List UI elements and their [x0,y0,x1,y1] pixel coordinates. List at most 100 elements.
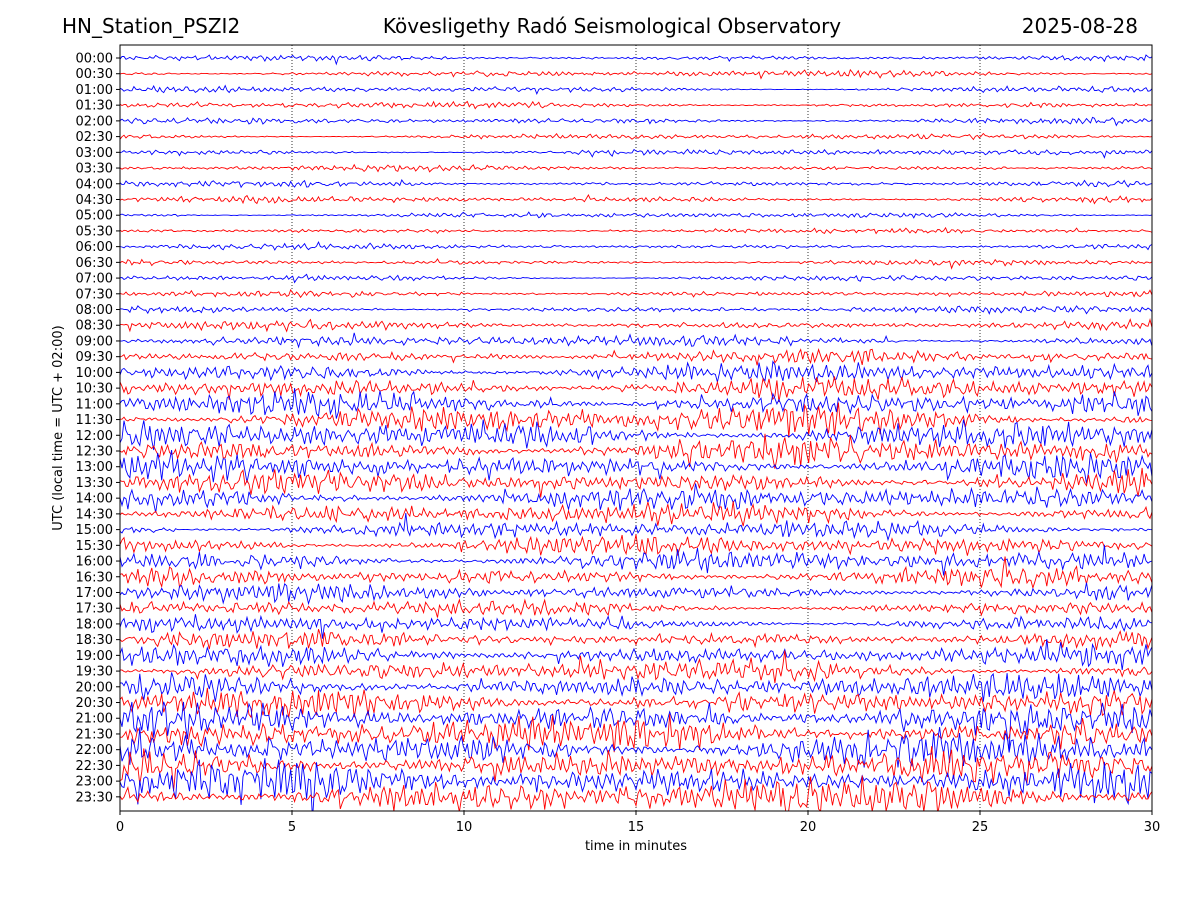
row-label: 01:30 [76,99,113,114]
row-label: 20:00 [76,680,113,695]
row-label: 12:00 [76,429,113,444]
row-label: 22:00 [76,743,113,758]
row-label: 09:30 [76,350,113,365]
y-axis: 00:0000:3001:0001:3002:0002:3003:0003:30… [76,52,120,805]
trace-1830 [120,629,1152,650]
trace-0200 [120,116,1152,127]
row-label: 06:30 [76,256,113,271]
trace-1000 [120,360,1152,383]
row-label: 21:30 [76,727,113,742]
row-label: 02:30 [76,130,113,145]
row-label: 12:30 [76,445,113,460]
trace-1200 [120,419,1152,451]
trace-0430 [120,194,1152,205]
trace-0700 [120,273,1152,284]
row-label: 10:00 [76,366,113,381]
row-label: 03:00 [76,146,113,161]
trace-0630 [120,258,1152,270]
row-label: 04:00 [76,177,113,192]
row-label: 15:30 [76,539,113,554]
row-label: 13:30 [76,476,113,491]
row-label: 07:30 [76,287,113,302]
trace-2130 [120,713,1152,753]
x-tick-label: 5 [288,820,296,835]
trace-0930 [120,348,1152,366]
y-axis-label: UTC (local time = UTC + 02:00) [51,325,66,530]
trace-0030 [120,68,1152,80]
x-tick-label: 0 [116,820,124,835]
row-label: 02:00 [76,114,113,129]
row-label: 17:30 [76,602,113,617]
row-label: 19:30 [76,665,113,680]
gridlines [291,45,981,811]
trace-0130 [120,100,1152,110]
row-label: 14:00 [76,492,113,507]
trace-1500 [120,512,1152,542]
row-label: 14:30 [76,507,113,522]
row-label: 18:30 [76,633,113,648]
row-label: 23:30 [76,790,113,805]
row-label: 08:00 [76,303,113,318]
trace-2200 [120,726,1152,768]
row-label: 01:00 [76,83,113,98]
row-label: 21:00 [76,712,113,727]
row-label: 15:00 [76,523,113,538]
row-label: 10:30 [76,382,113,397]
row-label: 19:00 [76,649,113,664]
trace-1400 [120,483,1152,513]
trace-0830 [120,318,1152,333]
row-label: 11:00 [76,397,113,412]
row-label: 17:00 [76,586,113,601]
row-label: 23:00 [76,775,113,790]
trace-1230 [120,433,1152,469]
trace-0900 [120,332,1152,349]
row-label: 22:30 [76,759,113,774]
trace-1630 [120,556,1152,590]
row-label: 07:00 [76,272,113,287]
trace-1730 [120,598,1152,618]
trace-0000 [120,54,1152,66]
trace-1300 [120,450,1152,484]
row-label: 06:00 [76,240,113,255]
trace-1600 [120,544,1152,576]
x-tick-label: 20 [800,820,817,835]
station-name: HN_Station_PSZI2 [62,14,241,38]
chart-date: 2025-08-28 [1021,14,1138,38]
trace-0300 [120,148,1152,159]
trace-1800 [120,614,1152,639]
row-label: 16:00 [76,555,113,570]
trace-2230 [120,746,1152,792]
x-tick-label: 30 [1144,820,1161,835]
trace-2030 [120,687,1152,719]
row-label: 05:00 [76,209,113,224]
row-label: 08:30 [76,319,113,334]
trace-1430 [120,501,1152,527]
row-label: 20:30 [76,696,113,711]
trace-1030 [120,376,1152,403]
x-axis-label: time in minutes [585,839,687,854]
trace-0330 [120,163,1152,173]
trace-0800 [120,305,1152,315]
row-label: 13:00 [76,460,113,475]
trace-0530 [120,226,1152,235]
trace-2100 [120,701,1152,751]
row-label: 03:30 [76,162,113,177]
trace-0400 [120,179,1152,189]
trace-0230 [120,132,1152,141]
trace-1930 [120,650,1152,684]
row-label: 00:30 [76,67,113,82]
x-tick-label: 15 [628,820,645,835]
row-label: 04:30 [76,193,113,208]
trace-1530 [120,534,1152,557]
row-label: 18:00 [76,617,113,632]
trace-1130 [120,402,1152,438]
row-label: 05:30 [76,224,113,239]
trace-1900 [120,639,1152,671]
row-label: 09:00 [76,334,113,349]
x-tick-label: 25 [972,820,989,835]
row-label: 11:30 [76,413,113,428]
trace-1700 [120,582,1152,606]
row-label: 00:00 [76,52,113,67]
trace-0100 [120,84,1152,95]
